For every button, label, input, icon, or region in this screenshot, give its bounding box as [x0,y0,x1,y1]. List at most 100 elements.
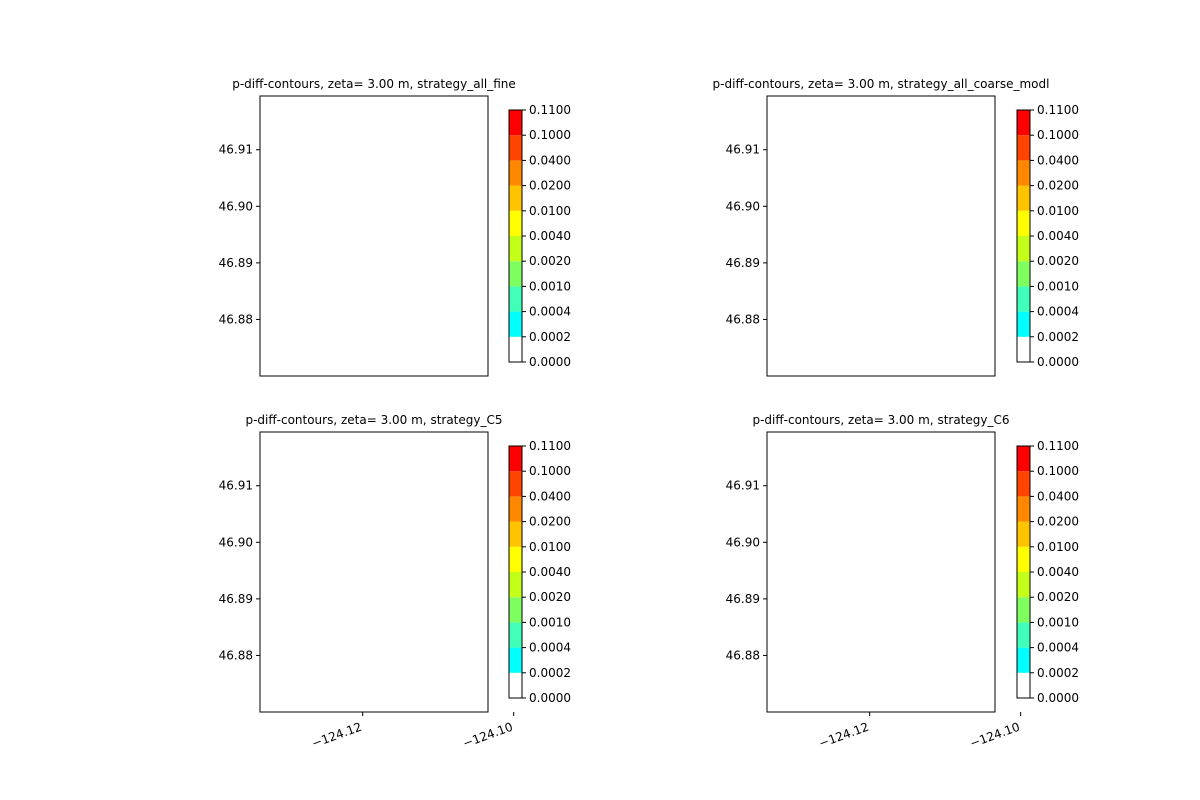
colorbar-tick-label: 0.0004 [529,305,571,319]
colorbar-tick-label: 0.0020 [1037,254,1079,268]
colorbar-tick-label: 0.0040 [529,229,571,243]
island [933,204,937,214]
colorbar-tick-label: 0.0002 [1037,666,1079,680]
colorbar-segment [509,597,522,623]
contour-fill-region [260,432,340,504]
colorbar-tick-label: 0.1000 [529,128,571,142]
island [943,548,947,556]
grid-boundary-line [800,516,841,712]
colorbar-segment [1017,496,1030,522]
island [426,540,430,550]
colorbar: 0.0000 0.0002 0.0004 0.0010 0.0020 0.0040 0.01… [508,439,571,705]
island [907,700,911,712]
island [909,210,923,216]
coastline [260,136,438,376]
contour-fill-region [320,458,380,476]
colorbar-segment [509,546,522,572]
colorbar-tick-label: 0.0020 [529,254,571,268]
colorbar-segment [509,236,522,262]
colorbar-tick-label: 0.0000 [1037,691,1079,705]
colorbar-segment [1017,311,1030,337]
colorbar-tick-label: 0.0400 [1037,489,1079,503]
colorbar-tick-label: 0.0400 [529,489,571,503]
island [350,630,352,648]
colorbar-tick-label: 0.0200 [1037,515,1079,529]
grid-boundary-line [293,180,334,376]
panel-title: p-diff-contours, zeta= 3.00 m, strategy_… [245,413,502,427]
contour-fill-region [767,196,837,376]
axes-frame [766,95,996,377]
island [426,204,430,214]
colorbar-segment [509,261,522,287]
colorbar-segment [1017,160,1030,186]
contour-fill-region [286,528,334,712]
colorbar-tick-label: 0.1000 [529,464,571,478]
colorbar-segment [509,286,522,312]
colorbar-tick-label: 0.0004 [529,641,571,655]
y-tick-label: 46.89 [726,256,760,270]
y-tick-label: 46.88 [726,648,760,662]
colorbar-tick-label: 0.0020 [529,590,571,604]
colorbar-tick-label: 0.0040 [529,565,571,579]
island [861,660,865,674]
colorbar-tick-label: 0.0040 [1037,565,1079,579]
contour-fill-region [867,274,927,376]
colorbar-segment [1017,572,1030,598]
colorbar-segment [509,210,522,236]
panel-2: p-diff-contours, zeta= 3.00 m, strategy_… [713,77,1079,377]
y-tick-label: 46.90 [219,199,253,213]
colorbar-tick-label: 0.0010 [1037,615,1079,629]
colorbar-tick-label: 0.1100 [529,103,571,117]
axes-frame [766,431,996,713]
y-tick-label: 46.90 [726,199,760,213]
colorbar-segment [509,446,522,472]
colorbar-tick-label: 0.0100 [529,540,571,554]
colorbar-tick-label: 0.0002 [529,666,571,680]
x-tick-label: −124.12 [310,720,364,751]
island [348,608,350,622]
colorbar-segment [1017,622,1030,648]
contour-fill-region [807,532,867,712]
colorbar: 0.0000 0.0002 0.0004 0.0010 0.0020 0.0040 0.01… [1016,103,1079,369]
panel-4: p-diff-contours, zeta= 3.00 m, strategy_… [726,413,1079,751]
island [803,198,807,204]
panel-1: p-diff-contours, zeta= 3.00 m, strategy_… [219,77,571,377]
colorbar-tick-label: 0.1100 [1037,103,1079,117]
colorbar-tick-label: 0.0400 [529,153,571,167]
colorbar-segment [1017,135,1030,161]
island [402,546,416,552]
colorbar-segment [1017,110,1030,136]
y-tick-label: 46.89 [726,592,760,606]
colorbar: 0.0000 0.0002 0.0004 0.0010 0.0020 0.0040 0.01… [1016,439,1079,705]
colorbar-segment [1017,672,1030,698]
colorbar-tick-label: 0.0040 [1037,229,1079,243]
island [400,700,404,712]
contour-fill-region [767,512,843,712]
coastline [767,136,945,376]
colorbar-tick-label: 0.0010 [1037,279,1079,293]
island [925,282,929,296]
y-tick-label: 46.89 [219,256,253,270]
y-tick-label: 46.90 [219,535,253,549]
panel-title: p-diff-contours, zeta= 3.00 m, strategy_… [232,77,516,91]
island [418,618,422,632]
x-tick-label: −124.10 [461,720,515,751]
colorbar-tick-label: 0.1100 [529,439,571,453]
colorbar-segment [1017,597,1030,623]
contour-fill-region [855,176,897,200]
island [933,540,937,550]
colorbar-segment [509,471,522,497]
colorbar-tick-label: 0.0000 [529,355,571,369]
island [296,534,300,540]
island [400,364,404,376]
colorbar-tick-label: 0.1000 [1037,464,1079,478]
grid-boundary-line [800,180,841,376]
island [350,294,352,312]
island [899,336,903,352]
colorbar-segment [509,672,522,698]
island [899,672,903,688]
contour-fill-region [857,602,881,692]
island [861,324,865,338]
colorbar-tick-label: 0.0000 [1037,355,1079,369]
